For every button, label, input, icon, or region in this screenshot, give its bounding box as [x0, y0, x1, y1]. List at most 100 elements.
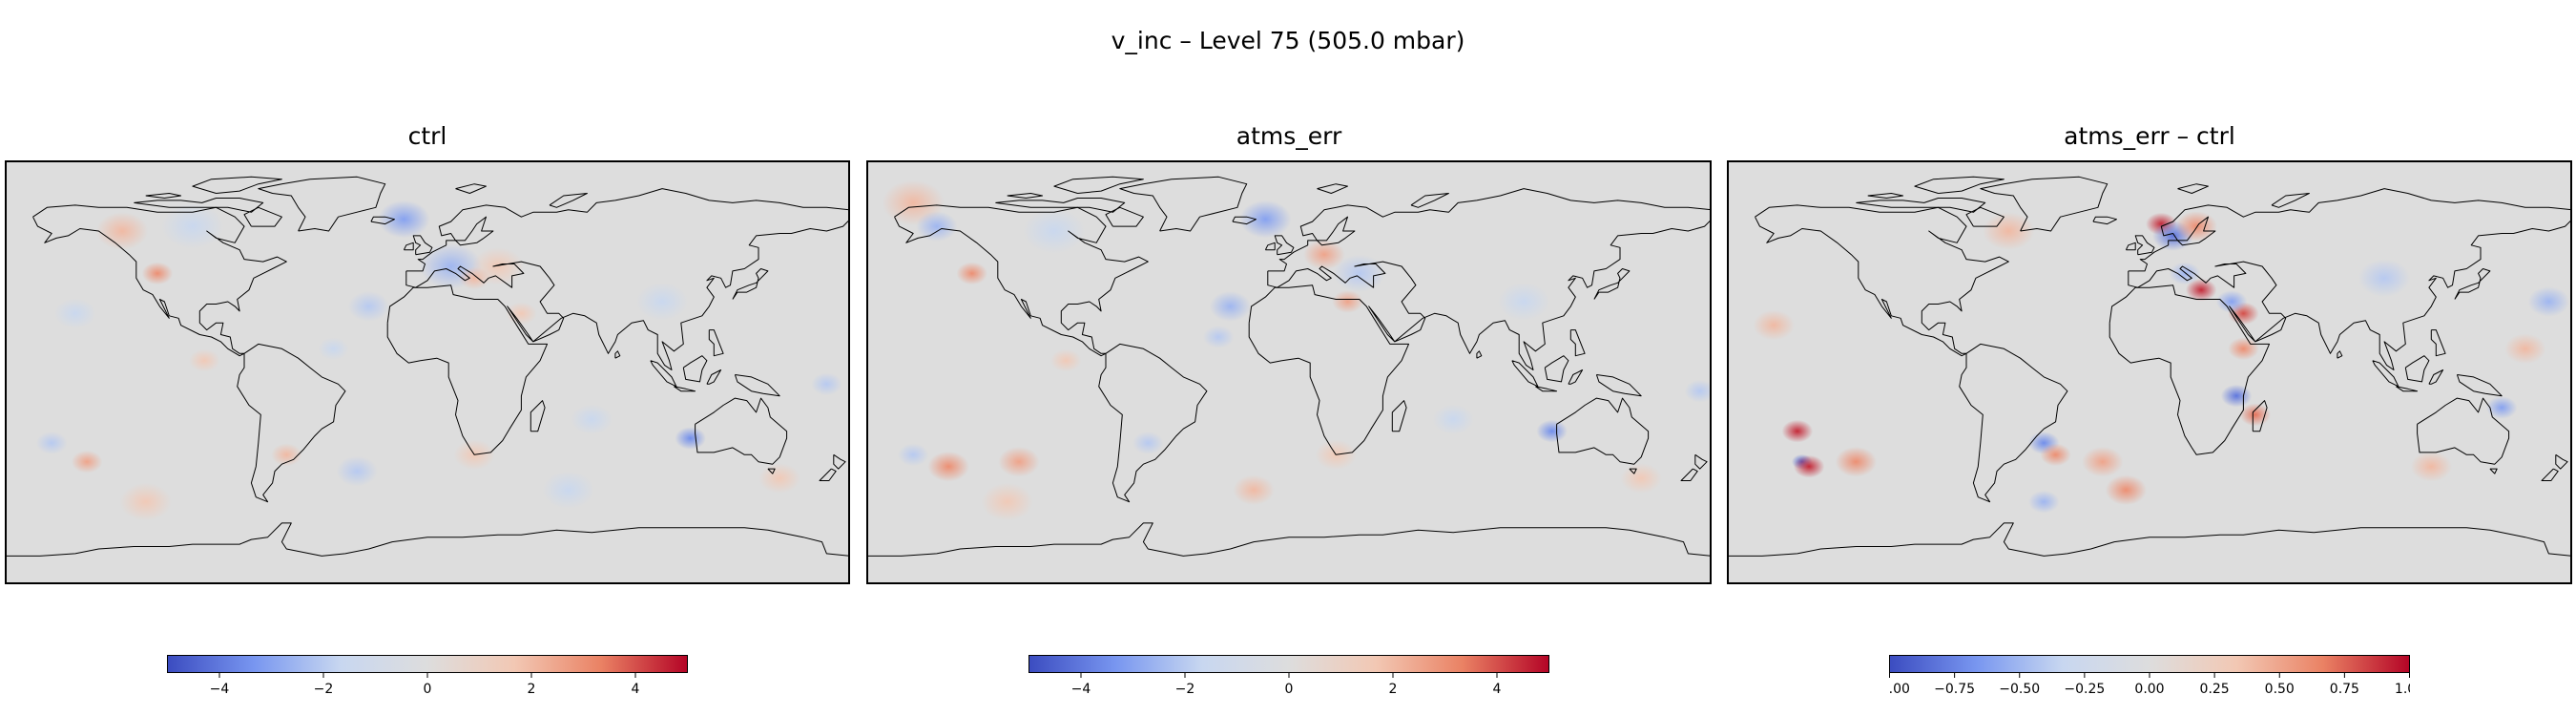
anomaly-blob — [188, 348, 220, 372]
colorbar-tick-label: 0 — [1285, 682, 1294, 697]
coastline — [403, 242, 414, 251]
anomaly-blob — [506, 302, 537, 326]
coastline — [1694, 453, 1708, 470]
coastline — [455, 183, 487, 194]
coastline — [386, 284, 548, 455]
colorbar-tick-label: 1.00 — [2395, 682, 2410, 697]
coastline — [2177, 183, 2209, 194]
anomaly-blob — [2028, 490, 2060, 514]
colorbar-svg: −4 −2 0 2 4 — [167, 655, 688, 697]
coastline — [1556, 397, 1650, 465]
anomaly-blob — [2185, 278, 2217, 302]
anomaly-blob — [1498, 283, 1550, 321]
anomaly-blob — [35, 432, 68, 454]
coastline — [614, 350, 621, 359]
figure-title: v_inc – Level 75 (505.0 mbar) — [1111, 27, 1465, 54]
anomaly-blob — [347, 291, 390, 322]
anomaly-blob — [2527, 286, 2570, 317]
coastline — [237, 343, 346, 503]
anomaly-blob — [119, 482, 172, 521]
anomaly-blob — [336, 455, 378, 487]
colorbar-tick-label: −0.75 — [1934, 682, 1975, 697]
coastline — [734, 374, 780, 397]
coastline — [2134, 235, 2155, 256]
anomaly-blob — [2228, 337, 2259, 361]
colorbar-gradient — [1889, 655, 2410, 673]
colorbar-ctrl: −4 −2 0 2 4 — [167, 655, 688, 703]
coastline — [2454, 268, 2491, 300]
coastline — [1629, 468, 1637, 474]
colorbar-svg: −4 −2 0 2 4 — [1028, 655, 1549, 697]
anomaly-blob — [2082, 446, 2124, 477]
colorbar-tick-label: 0.50 — [2265, 682, 2295, 697]
colorbar-tick-label: −0.25 — [2064, 682, 2105, 697]
anomaly-blob — [998, 446, 1040, 477]
colorbar-tick-label: −0.50 — [1999, 682, 2040, 697]
coastline — [682, 355, 708, 383]
coastline — [1410, 193, 1449, 208]
anomaly-blob — [2485, 396, 2518, 419]
coastline — [1867, 193, 1904, 199]
coastline — [2417, 397, 2510, 465]
anomaly-blob — [1049, 348, 1082, 372]
anomaly-blob — [141, 262, 174, 285]
panel-title: ctrl — [407, 122, 447, 150]
coastline — [1264, 242, 1276, 251]
coastline — [2555, 453, 2568, 470]
anomaly-blob — [2239, 403, 2271, 427]
coastline — [2128, 188, 2572, 370]
coastline — [708, 329, 724, 357]
anomaly-blob — [811, 372, 842, 396]
coastline — [1569, 329, 1586, 357]
coastline — [2337, 350, 2343, 359]
anomaly-blob — [2105, 474, 2148, 506]
colorbar-tick-label: −4 — [1071, 682, 1091, 697]
coastline — [706, 369, 722, 385]
colorbar-gradient — [1028, 655, 1549, 673]
coastline — [1053, 176, 1144, 194]
anomaly-blob — [1793, 454, 1825, 478]
anomaly-blob — [378, 200, 430, 239]
anomaly-blob — [1132, 432, 1164, 454]
coastline — [2404, 355, 2430, 383]
coastline — [674, 386, 696, 392]
coastline — [370, 216, 395, 225]
map-panel-atms-err: atms_err — [866, 122, 1712, 584]
coastline — [1119, 176, 1248, 232]
colorbar-tick-label: 4 — [1493, 682, 1502, 697]
coastline — [1248, 284, 1409, 455]
anomaly-blob — [675, 427, 706, 450]
colorbar-tick-label: 0.00 — [2134, 682, 2164, 697]
anomaly-blob — [2175, 211, 2217, 242]
coastline — [894, 204, 1149, 357]
colorbar-tick-label: 0 — [424, 682, 432, 697]
coastline — [2271, 193, 2310, 208]
anomaly-blob — [1332, 290, 1363, 313]
map-plot — [866, 160, 1712, 584]
anomaly-blob — [916, 211, 958, 242]
anomaly-blob — [2220, 384, 2253, 408]
coastline — [2396, 386, 2419, 392]
coastline — [1391, 400, 1407, 432]
anomaly-blob — [1536, 419, 1568, 443]
colorbar-tick-label: −1.00 — [1889, 682, 1910, 697]
colorbar-tick-label: 2 — [1389, 682, 1398, 697]
colorbar-svg: −1.00 −0.75 −0.50 −0.25 0.00 0.25 0.50 0.75 1.00 — [1889, 655, 2410, 697]
colorbar-difference: −1.00 −0.75 −0.50 −0.25 0.00 0.25 0.50 0.75 1.00 — [1889, 655, 2410, 703]
coastline — [1595, 374, 1642, 397]
coastline — [1105, 206, 1144, 227]
coastline — [549, 193, 588, 208]
colorbar-tick-label: 4 — [632, 682, 640, 697]
coastline — [5, 522, 850, 571]
map-frame — [5, 160, 850, 584]
coastline — [1476, 350, 1483, 359]
anomaly-blob — [318, 337, 349, 361]
coastline — [2109, 284, 2270, 455]
anomaly-blob — [1781, 419, 1814, 443]
coastline — [1267, 188, 1712, 370]
anomaly-blob — [758, 463, 800, 494]
anomaly-blob — [956, 262, 987, 285]
coastline — [833, 453, 846, 470]
panel-title: atms_err – ctrl — [2064, 122, 2235, 150]
coastline — [1856, 198, 1986, 213]
